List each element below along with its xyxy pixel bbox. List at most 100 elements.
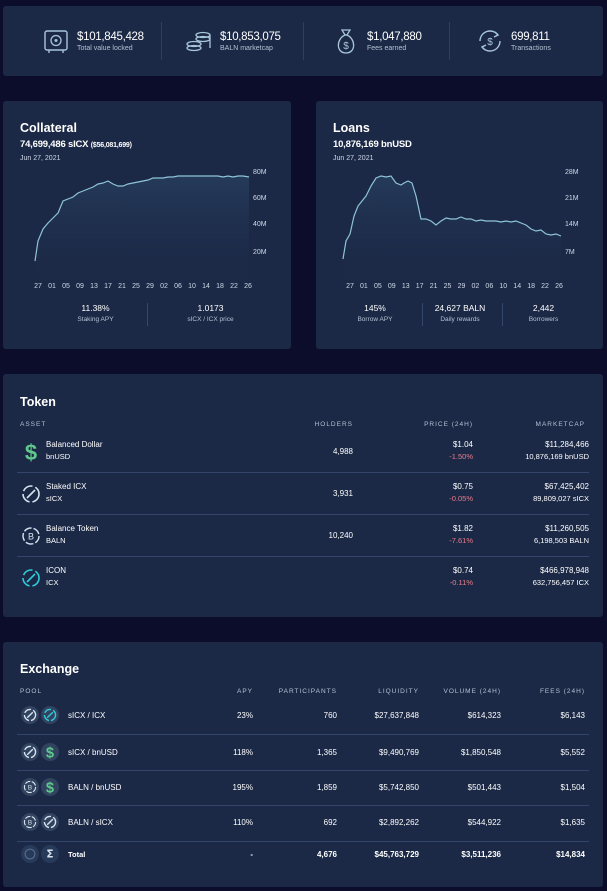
supply: 6,198,503 BALN [533,536,589,545]
fees: $1,635 [560,818,585,827]
total-fees: $14,834 [556,850,585,859]
x-tick: 27 [346,283,354,290]
loans-title: Loans [333,121,370,135]
svg-text:$: $ [487,37,493,48]
stat-value: 699,811 [511,30,550,43]
apy: 195% [232,783,253,792]
stat-fees-earned: $ $1,047,880 Fees earned [331,6,422,76]
icx-icon [41,706,59,724]
x-tick: 14 [513,283,521,290]
price: $1.82 [452,524,473,533]
x-tick: 29 [146,283,154,290]
x-tick: 13 [402,283,410,290]
table-row[interactable]: B BALN / sICX 110% 692 $2,892,262 $544,9… [17,806,589,842]
x-tick: 18 [216,283,224,290]
x-tick: 17 [104,283,112,290]
x-tick: 22 [230,283,238,290]
asset-name: Balanced Dollar [46,440,103,449]
y-tick: 14M [565,221,579,228]
svg-text:Σ: Σ [46,849,53,861]
volume: $501,443 [467,783,501,792]
baln-icon: B [21,813,39,831]
asset-symbol: bnUSD [46,452,71,461]
x-tick: 02 [160,283,168,290]
x-tick: 25 [132,283,140,290]
holders: 4,988 [332,447,353,456]
pool-name: BALN / sICX [68,818,113,827]
loans-area [343,176,561,291]
table-row[interactable]: B $ BALN / bnUSD 195% 1,859 $5,742,850 $… [17,771,589,806]
x-tick: 21 [118,283,126,290]
supply: 89,809,027 sICX [533,494,589,503]
x-tick: 09 [388,283,396,290]
baln-icon: B [21,526,41,546]
collateral-date: Jun 27, 2021 [20,155,61,162]
money-bag-icon: $ [331,26,361,56]
loans-chart: 28M 21M 14M 7M 27 01 05 09 13 17 21 25 29 02 06 10 1… [342,169,579,291]
header-holders: HOLDERS [314,421,353,428]
icx-icon [21,568,41,588]
liquidity: $5,742,850 [378,783,419,792]
coins-icon [184,26,214,56]
x-tick: 26 [244,283,252,290]
asset-name: Balance Token [46,524,99,533]
sicx-icx-price: 1.0173 sICX / ICX price [187,303,234,323]
stat-value: $101,845,428 [77,30,144,43]
y-tick: 40M [253,221,267,228]
safe-icon [41,26,71,56]
asset-symbol: sICX [46,494,63,503]
stat-transactions: $ 699,811 Transactions [475,6,551,76]
bnusd-icon: $ [41,778,59,796]
fees: $5,552 [560,748,585,757]
borrowers: 2,442 Borrowers [528,303,559,323]
pool-name: BALN / bnUSD [68,783,122,792]
svg-text:$: $ [343,41,349,52]
apy: 118% [233,748,253,757]
price-change: -1.50% [449,452,473,461]
table-row[interactable]: sICX / ICX 23% 760 $27,637,848 $614,323 … [17,701,589,735]
pool-name: sICX / bnUSD [68,748,118,757]
svg-text:$: $ [46,780,54,795]
price: $0.75 [452,482,473,491]
svg-text:$: $ [46,745,54,760]
participants: 760 [323,711,337,720]
stat-value: $10,853,075 [220,30,281,43]
bnusd-icon: $ [21,440,41,465]
header-volume: VOLUME (24H) [443,688,501,695]
total-apy: - [250,850,253,859]
x-tick: 14 [202,283,210,290]
participants: 1,365 [316,748,337,757]
bnusd-icon: $ [41,743,59,761]
pool-name: sICX / ICX [68,711,106,720]
x-tick: 10 [499,283,507,290]
table-row[interactable]: $ sICX / bnUSD 118% 1,365 $9,490,769 $1,… [17,735,589,771]
loans-panel: Loans 10,876,169 bnUSD Jun 27, 2021 28M … [316,101,603,349]
x-tick: 26 [555,283,563,290]
x-tick: 06 [174,283,182,290]
stat-baln-marketcap: $10,853,075 BALN marketcap [184,6,281,76]
asset-symbol: BALN [46,536,66,545]
table-row[interactable]: $ Balanced Dollar bnUSD 4,988 $1.04 -1.5… [17,433,589,473]
header-price: PRICE (24H) [424,421,473,428]
table-row[interactable]: B Balance Token BALN 10,240 $1.82 -7.61%… [17,517,589,557]
sicx-icon [21,706,39,724]
x-tick: 01 [360,283,368,290]
x-tick: 01 [48,283,56,290]
baln-icon: B [21,778,39,796]
y-tick: 28M [565,169,579,176]
table-row[interactable]: Staked ICX sICX 3,931 $0.75 -0.05% $67,4… [17,475,589,515]
asset-name: Staked ICX [46,482,87,491]
sicx-icon [41,813,59,831]
x-tick: 06 [485,283,493,290]
x-tick: 13 [90,283,98,290]
header-asset: ASSET [20,421,47,428]
x-tick: 05 [374,283,382,290]
exchange-title: Exchange [20,662,80,676]
svg-text:B: B [28,784,32,791]
table-row[interactable]: ICON ICX $0.74 -0.11% $466,978,948 632,7… [17,559,589,599]
fees: $6,143 [560,711,585,720]
header-apy: APY [236,688,253,695]
collateral-chart: 80M 60M 40M 20M 27 01 05 09 13 17 21 25 29 02 06 10… [34,169,267,291]
pool-icon [21,845,39,863]
x-tick: 22 [541,283,549,290]
